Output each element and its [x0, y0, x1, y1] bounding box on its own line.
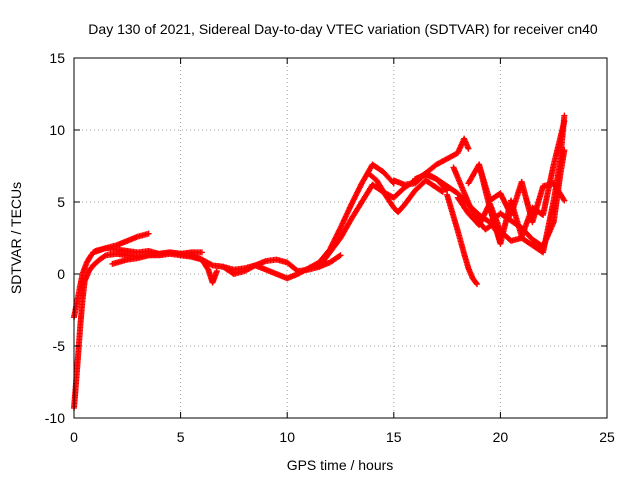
- series-arc-5: [220, 161, 397, 282]
- y-tick-label: 5: [57, 194, 65, 210]
- data-point: [439, 188, 446, 195]
- data-point: [145, 230, 152, 237]
- x-tick-label: 15: [386, 429, 402, 445]
- data-markers: [71, 112, 568, 411]
- series-arc-7: [365, 170, 446, 216]
- x-axis-label: GPS time / hours: [287, 457, 394, 473]
- grid: [74, 58, 607, 418]
- axes: 0 5 10 15 20 25 -10 -5 0 5 10 15: [45, 50, 615, 445]
- data-point: [101, 253, 108, 260]
- data-point: [438, 188, 445, 195]
- y-tick-label: 15: [49, 50, 65, 66]
- data-point: [336, 253, 343, 260]
- plot-frame: [73, 57, 608, 419]
- data-point: [561, 112, 568, 119]
- series-arc-2: [71, 230, 152, 321]
- data-point: [473, 279, 480, 286]
- x-tick-label: 5: [177, 429, 185, 445]
- y-axis-label: SDTVAR / TECUs: [8, 182, 24, 294]
- data-point: [561, 118, 568, 125]
- data-point: [337, 252, 344, 259]
- chart-title: Day 130 of 2021, Sidereal Day-to-day VTE…: [88, 21, 598, 37]
- data-point: [561, 197, 568, 204]
- data-point: [465, 145, 472, 152]
- series-arc-10: [444, 191, 480, 288]
- data-point: [213, 268, 220, 275]
- data-point: [198, 249, 205, 256]
- series-arc-14: [476, 118, 568, 247]
- y-tick-label: 10: [49, 122, 65, 138]
- x-tick-label: 0: [70, 429, 78, 445]
- data-point: [473, 281, 480, 288]
- y-tick-label: -10: [45, 410, 65, 426]
- x-tick-label: 20: [493, 429, 509, 445]
- x-tick-label: 25: [599, 429, 615, 445]
- y-tick-label: 0: [57, 266, 65, 282]
- x-tick-label: 10: [279, 429, 295, 445]
- y-tick-label: -5: [53, 338, 66, 354]
- series-arc-1: [71, 249, 205, 411]
